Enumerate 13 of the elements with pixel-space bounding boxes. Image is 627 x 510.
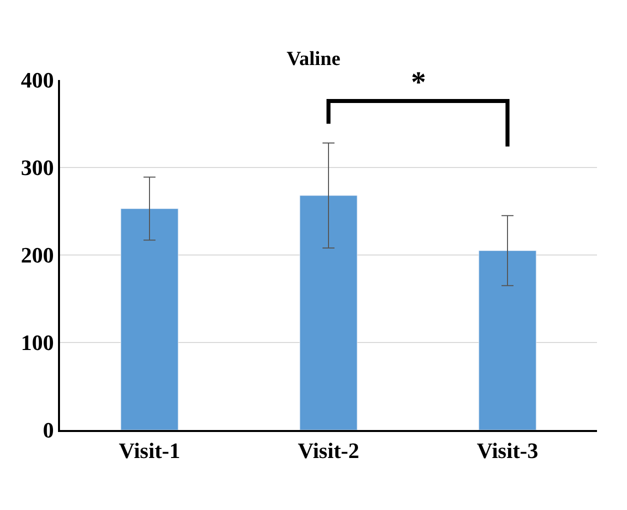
y-tick-label: 400: [20, 68, 54, 93]
x-tick-label: Visit-3: [476, 438, 538, 464]
x-tick-label: Visit-2: [298, 438, 360, 464]
bar: [120, 208, 178, 430]
x-tick-label: Visit-1: [118, 438, 180, 464]
y-tick-label: 300: [20, 155, 54, 180]
bar: [478, 250, 536, 430]
annotation: *: [411, 66, 426, 99]
chart-title: Valine: [286, 48, 340, 70]
y-tick-label: 100: [20, 330, 54, 356]
y-tick-label: 200: [20, 242, 54, 268]
y-tick-label: 0: [42, 418, 54, 443]
bar: [300, 195, 358, 430]
